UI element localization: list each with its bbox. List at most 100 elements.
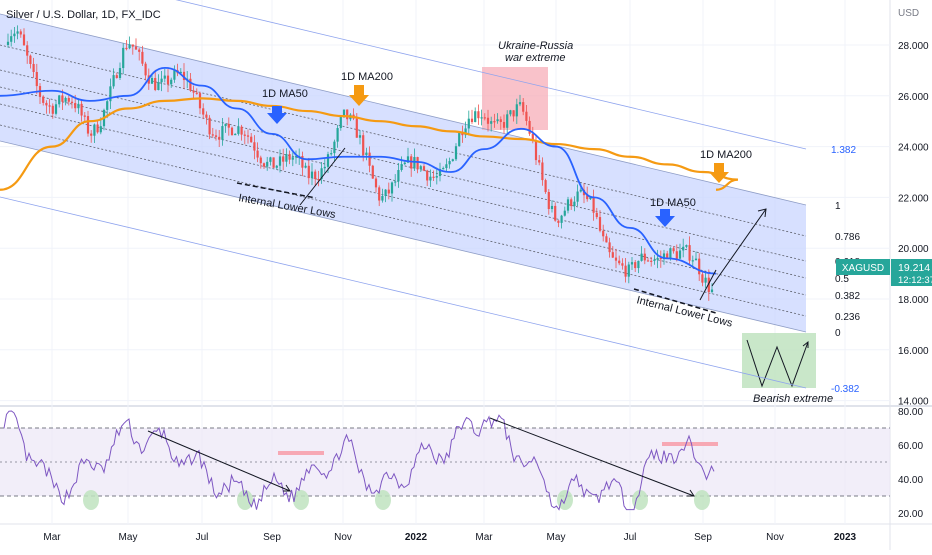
candle-body	[122, 47, 125, 69]
candle-body	[240, 126, 243, 135]
time-axis[interactable]: Mar May Jul Sep Nov 2022 Mar May Jul Sep Nov 2023	[43, 532, 856, 543]
candle-body	[704, 277, 707, 283]
candle-body	[96, 124, 99, 133]
fib-level-label: 0.382	[835, 291, 860, 302]
candle-body	[518, 102, 522, 105]
candle-body	[525, 111, 528, 121]
candle-body	[58, 95, 61, 105]
rsi-oversold-oval	[632, 490, 648, 510]
candle-body	[346, 109, 349, 120]
candle-body	[310, 171, 314, 179]
candle-body	[170, 79, 173, 85]
candle-body	[445, 164, 448, 169]
candle-body	[365, 152, 368, 156]
price-tick-label: 24.000	[898, 143, 929, 154]
rsi-oversold-markers	[83, 490, 710, 510]
candle-body	[198, 93, 202, 109]
time-tick-label: 2022	[405, 532, 428, 543]
candle-body	[451, 159, 454, 162]
candle-body	[294, 156, 298, 158]
candle-body	[694, 258, 698, 261]
candle-body	[675, 251, 678, 259]
candle-body	[275, 165, 278, 168]
time-tick-label: May	[119, 532, 138, 543]
candle-body	[672, 248, 675, 252]
candle-body	[371, 165, 374, 179]
candle-body	[166, 75, 170, 85]
ukraine-label-line2: war extreme	[505, 52, 566, 64]
candle-body	[61, 95, 64, 102]
candle-body	[541, 162, 544, 181]
price-tick-label: 14.000	[898, 397, 929, 408]
candle-body	[547, 192, 550, 210]
bearish-extreme-label: Bearish extreme	[753, 393, 833, 405]
candle-body	[182, 71, 186, 81]
ma200-label-1: 1D MA200	[341, 71, 393, 83]
candle-body	[368, 152, 371, 166]
candle-body	[480, 117, 483, 119]
candle-body	[202, 108, 205, 115]
candle-body	[662, 253, 666, 260]
time-tick-label: Nov	[334, 532, 352, 543]
candle-body	[64, 97, 67, 102]
candle-body	[378, 187, 381, 201]
candle-body	[413, 157, 416, 169]
time-tick-label: Jul	[624, 532, 637, 543]
candle-body	[528, 120, 531, 134]
rsi-oversold-oval	[694, 490, 710, 510]
price-scale[interactable]: 28.000 26.000 24.000 22.000 20.000 18.000 16.0…	[898, 41, 929, 408]
price-tick-label: 22.000	[898, 193, 929, 204]
candle-body	[406, 156, 410, 163]
candle-body	[256, 150, 259, 158]
last-price-tag	[891, 259, 932, 286]
rsi-resistance-2	[662, 442, 718, 446]
candle-body	[51, 105, 54, 114]
lower-lows-line-2	[633, 288, 717, 314]
rsi-oversold-oval	[375, 490, 391, 510]
candle-body	[307, 165, 310, 179]
candle-body	[621, 263, 624, 266]
candle-body	[589, 197, 592, 200]
time-tick-label: Mar	[43, 532, 61, 543]
price-tick-label: 20.000	[898, 244, 929, 255]
candle-body	[624, 265, 627, 277]
candle-body	[99, 126, 102, 133]
candle-body	[93, 124, 96, 136]
candle-body	[80, 103, 83, 116]
candle-body	[611, 252, 614, 258]
candle-body	[173, 70, 176, 80]
candle-body	[429, 176, 432, 181]
lower-lows-line-1	[236, 182, 317, 199]
trend-line	[299, 147, 346, 206]
rsi-resistance-1	[278, 451, 324, 455]
candle-body	[22, 34, 26, 46]
candle-body	[112, 75, 115, 87]
candle-body	[326, 154, 330, 167]
candle-body	[282, 156, 285, 162]
rsi-scale[interactable]: 80.00 60.00 40.00 20.00	[898, 407, 923, 520]
candle-body	[262, 163, 266, 167]
candle-body	[416, 157, 419, 170]
time-tick-label: Nov	[766, 532, 784, 543]
candle-body	[77, 103, 80, 109]
candle-body	[208, 117, 211, 135]
candle-body	[189, 78, 192, 91]
candle-body	[618, 260, 621, 264]
ma50-label-2: 1D MA50	[650, 197, 696, 209]
candle-body	[394, 181, 397, 183]
candle-body	[557, 220, 560, 223]
candle-body	[384, 189, 387, 196]
candle-body	[218, 136, 221, 140]
fib-level-label: 0	[835, 328, 841, 339]
candle-body	[698, 258, 701, 275]
candle-body	[707, 277, 710, 292]
candle-body	[86, 116, 90, 134]
candle-body	[355, 118, 358, 138]
candle-body	[74, 102, 77, 109]
candle-body	[272, 157, 275, 168]
ma200-label-2: 1D MA200	[700, 149, 752, 161]
candle-body	[6, 41, 10, 45]
candle-body	[224, 123, 227, 127]
